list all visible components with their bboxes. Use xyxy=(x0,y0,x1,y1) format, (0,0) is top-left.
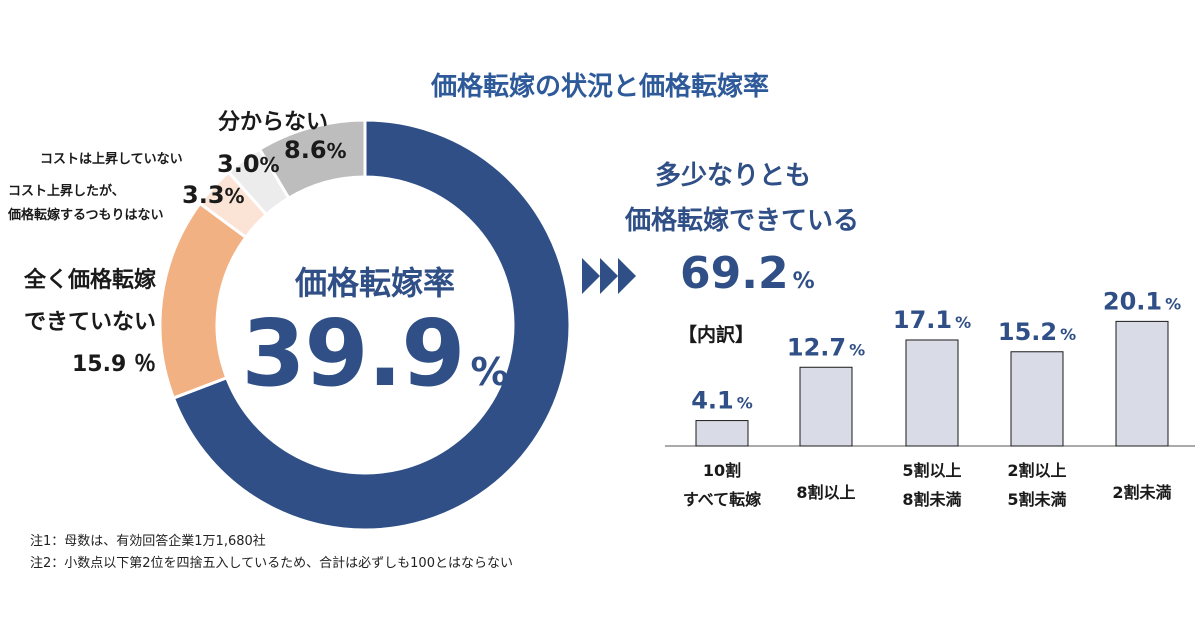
passed-label-line2: 価格転嫁できている xyxy=(625,206,860,236)
segment-label-not-passed-line2: できていない xyxy=(24,310,157,335)
segment-value-no-cost-rise-number: 3.0 xyxy=(217,150,260,178)
bar-3 xyxy=(1010,351,1064,447)
segment-value-unknown: 8.6% xyxy=(284,136,347,164)
segment-value-no-intention-pct: % xyxy=(224,184,245,208)
category-label-2-1: 8割未満 xyxy=(902,490,961,509)
bar-value-label-0: 4.1% xyxy=(691,387,753,415)
bar-0 xyxy=(695,420,749,447)
category-label-1-0: 8割以上 xyxy=(796,483,855,502)
breakdown-label: 【内訳】 xyxy=(678,324,755,346)
passed-label-line1: 多少なりとも xyxy=(655,161,812,191)
passed-value: 69.2% xyxy=(680,248,815,299)
category-label-3-0: 2割以上 xyxy=(1007,461,1066,480)
category-label-0-0: 10割 xyxy=(703,461,741,480)
note-2: 注2：小数点以下第2位を四捨五入しているため、合計は必ずしも100とはならない xyxy=(30,556,513,571)
donut-center-label: 価格転嫁率 xyxy=(294,264,455,302)
segment-value-not-passed: 15.9 ％ xyxy=(72,352,156,377)
passed-value-number: 69.2 xyxy=(680,248,789,299)
center-value-number: 39.9 xyxy=(241,300,465,407)
chevron-arrows-icon xyxy=(582,258,636,294)
passed-value-unit: % xyxy=(792,269,815,294)
bar-1 xyxy=(799,366,853,447)
center-value-unit: % xyxy=(470,350,509,394)
bar-2 xyxy=(905,339,959,447)
bar-value-label-3: 15.2% xyxy=(998,318,1076,346)
chart-title: 価格転嫁の状況と価格転嫁率 xyxy=(430,72,769,102)
donut-segment-passed xyxy=(171,118,572,532)
note-1: 注1：母数は、有効回答企業1万1,680社 xyxy=(30,534,266,549)
segment-label-no-intention-line2: 価格転嫁するつもりはない xyxy=(8,208,164,223)
donut-segment-unknown xyxy=(257,118,367,201)
bar-value-label-1: 12.7% xyxy=(787,333,865,361)
segment-label-no-intention-line1: コスト上昇したが、 xyxy=(8,184,125,199)
segment-label-unknown: 分からない xyxy=(218,110,329,135)
segment-value-no-intention-number: 3.3 xyxy=(182,181,225,209)
bar-value-label-4: 20.1% xyxy=(1103,287,1181,315)
category-label-0-1: すべて転嫁 xyxy=(683,490,761,509)
segment-value-no-cost-rise: 3.0% xyxy=(217,150,280,178)
segment-label-not-passed-line1: 全く価格転嫁 xyxy=(24,268,157,293)
bar-4 xyxy=(1115,320,1169,447)
category-label-2-0: 5割以上 xyxy=(902,461,961,480)
segment-value-no-intention: 3.3% xyxy=(182,181,245,209)
segment-value-unknown-pct: % xyxy=(326,139,347,163)
bar-value-label-2: 17.1% xyxy=(893,306,971,334)
donut-chart xyxy=(158,118,572,532)
segment-label-no-cost-rise: コストは上昇していない xyxy=(40,152,183,167)
donut-center-value: 39.9% xyxy=(185,300,565,407)
segment-value-unknown-number: 8.6 xyxy=(284,136,327,164)
category-label-4-0: 2割未満 xyxy=(1112,483,1171,502)
segment-value-no-cost-rise-pct: % xyxy=(259,153,280,177)
category-label-3-1: 5割未満 xyxy=(1007,490,1066,509)
